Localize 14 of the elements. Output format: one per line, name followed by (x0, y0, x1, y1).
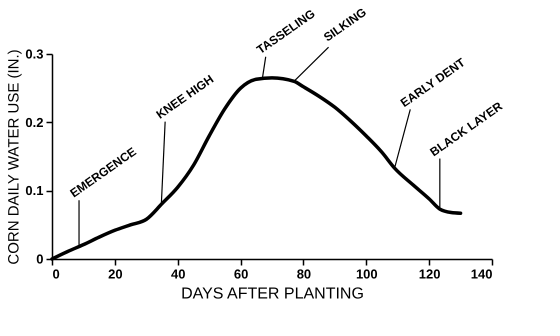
y-axis-title: CORN DAILY WATER USE (IN.) (5, 49, 22, 265)
x-axis-title: DAYS AFTER PLANTING (181, 286, 364, 302)
x-tick-label: 100 (356, 266, 378, 282)
y-tick-label: 0.2 (25, 114, 44, 130)
x-tick-label: 40 (170, 266, 186, 282)
y-tick-label: 0.1 (25, 183, 44, 198)
x-tick-label: 0 (52, 266, 60, 282)
x-tick-label: 140 (470, 266, 492, 282)
y-tick-label: 0.3 (25, 46, 44, 62)
x-tick-label: 20 (108, 266, 123, 282)
x-tick-label: 80 (296, 266, 312, 282)
x-tick-label: 120 (418, 266, 440, 282)
y-tick-label: 0 (36, 252, 44, 266)
x-tick-label: 60 (234, 266, 248, 282)
